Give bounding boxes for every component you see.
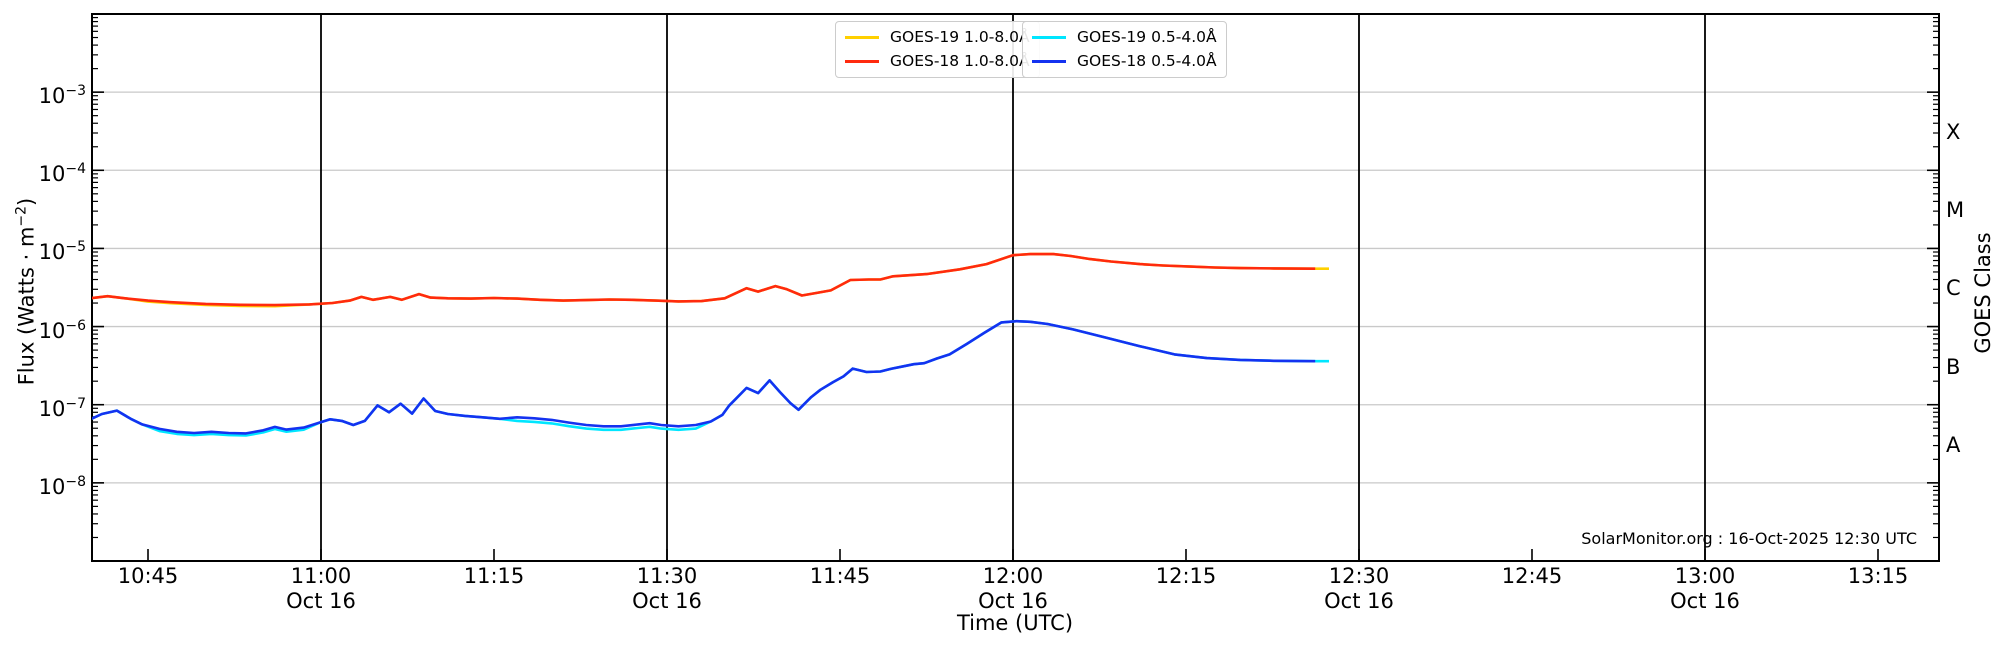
goes-class-letter-b: B xyxy=(1946,355,1961,379)
plot-border xyxy=(91,13,1940,562)
y-axis-title-close: ) xyxy=(14,197,39,206)
legend-line-sample xyxy=(1032,60,1066,63)
goes-class-letter-a: A xyxy=(1946,433,1961,457)
series-goes-19-short-line xyxy=(92,319,1329,437)
goes-class-letter-x: X xyxy=(1946,120,1961,144)
goes-class-letter-c: C xyxy=(1946,276,1961,300)
legend-label: GOES-18 0.5-4.0Å xyxy=(1077,52,1217,70)
legend-entry: GOES-18 1.0-8.0Å xyxy=(845,51,1030,72)
right-axis-title: GOES Class xyxy=(1971,232,1995,354)
legend-label: GOES-19 0.5-4.0Å xyxy=(1077,28,1217,46)
x-axis-title: Time (UTC) xyxy=(956,611,1074,635)
legend-line-sample xyxy=(1032,36,1066,39)
footer-credit: SolarMonitor.org : 16-Oct-2025 12:30 UTC xyxy=(1581,529,1917,548)
y-axis-title-exponent: −2 xyxy=(13,205,30,227)
legend-box-0: GOES-19 1.0-8.0Å GOES-18 1.0-8.0Å xyxy=(835,21,1040,78)
y-axis-title: Flux (Watts · m−2) xyxy=(10,162,39,422)
series-goes-18-long-line xyxy=(92,252,1316,307)
y-axis-title-text: Flux (Watts · m xyxy=(14,226,39,386)
legend-entry: GOES-18 0.5-4.0Å xyxy=(1032,51,1217,72)
series-goes-18-short-line xyxy=(92,319,1316,435)
legend-label: GOES-19 1.0-8.0Å xyxy=(890,28,1030,46)
legend-line-sample xyxy=(845,36,879,39)
legend-entry: GOES-19 0.5-4.0Å xyxy=(1032,27,1217,48)
legend-label: GOES-18 1.0-8.0Å xyxy=(890,52,1030,70)
legend-line-sample xyxy=(845,60,879,63)
legend-entry: GOES-19 1.0-8.0Å xyxy=(845,27,1030,48)
goes-class-letter-m: M xyxy=(1946,198,1965,222)
legend-box-1: GOES-19 0.5-4.0Å GOES-18 0.5-4.0Å xyxy=(1022,21,1227,78)
series-goes-19-long-line xyxy=(92,252,1329,308)
